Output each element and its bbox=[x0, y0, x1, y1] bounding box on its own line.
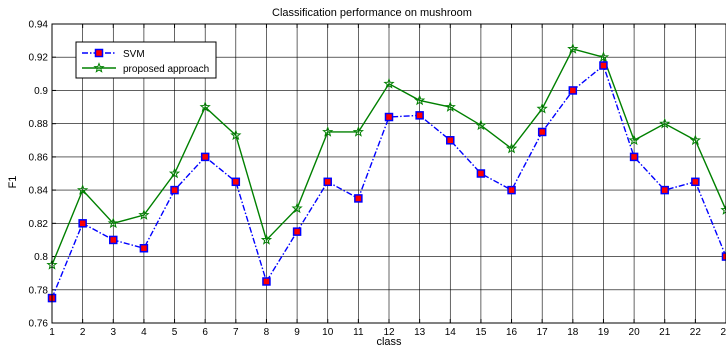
y-tick-label: 0.88 bbox=[29, 119, 49, 130]
svm-point bbox=[262, 277, 271, 286]
svm-point bbox=[384, 112, 394, 122]
x-tick-label: 23 bbox=[720, 327, 726, 338]
legend-proposed-label: proposed approach bbox=[123, 64, 209, 75]
svm-point bbox=[507, 185, 516, 195]
legend-proposed-marker bbox=[93, 62, 105, 73]
proposed-point bbox=[230, 129, 242, 141]
axis-ticks: 12345678910111213141516171819202122230.7… bbox=[29, 20, 726, 338]
proposed-point bbox=[444, 101, 456, 112]
plot-frame bbox=[51, 23, 726, 324]
x-tick-label: 12 bbox=[383, 327, 395, 338]
proposed-point bbox=[567, 43, 579, 54]
x-tick-label: 11 bbox=[353, 327, 364, 338]
x-tick-label: 22 bbox=[690, 327, 702, 338]
y-tick-label: 0.92 bbox=[29, 53, 49, 64]
chart-title: Classification performance on mushroom bbox=[272, 7, 472, 19]
x-tick-label: 19 bbox=[598, 327, 610, 338]
y-tick-label: 0.8 bbox=[34, 252, 48, 263]
proposed-point bbox=[260, 234, 273, 245]
y-tick-label: 0.94 bbox=[29, 20, 49, 31]
x-tick-label: 17 bbox=[537, 327, 549, 338]
legend-svm-label: SVM bbox=[123, 49, 145, 60]
proposed-point bbox=[689, 134, 701, 146]
x-tick-label: 14 bbox=[445, 327, 457, 338]
series-line-proposed bbox=[51, 48, 726, 266]
svm-point bbox=[599, 61, 608, 70]
svm-point bbox=[568, 86, 578, 95]
plot-series bbox=[46, 43, 726, 303]
svm-point bbox=[537, 127, 547, 137]
svm-point bbox=[200, 152, 210, 162]
svm-point bbox=[354, 194, 363, 203]
x-tick-label: 3 bbox=[110, 327, 116, 338]
proposed-point bbox=[720, 204, 726, 215]
y-tick-label: 0.76 bbox=[29, 319, 49, 330]
svm-point bbox=[476, 169, 486, 178]
svm-point bbox=[721, 252, 726, 261]
proposed-point bbox=[628, 134, 640, 146]
legend-box bbox=[75, 41, 217, 79]
x-tick-label: 8 bbox=[264, 327, 270, 338]
y-tick-label: 0.86 bbox=[29, 152, 49, 163]
proposed-point bbox=[168, 167, 181, 179]
x-tick-label: 13 bbox=[414, 327, 426, 338]
svm-point bbox=[629, 152, 639, 162]
proposed-point bbox=[352, 126, 364, 137]
svm-point bbox=[109, 235, 118, 245]
x-tick-label: 4 bbox=[141, 327, 147, 338]
svm-point bbox=[323, 177, 332, 187]
svm-point bbox=[691, 177, 700, 187]
y-tick-label: 0.84 bbox=[29, 186, 49, 197]
legend-svm-marker bbox=[94, 48, 104, 58]
x-tick-label: 6 bbox=[202, 327, 208, 338]
proposed-point bbox=[414, 94, 426, 106]
x-tick-label: 9 bbox=[294, 327, 300, 338]
x-tick-label: 15 bbox=[475, 327, 487, 338]
y-tick-label: 0.9 bbox=[34, 86, 48, 97]
x-tick-label: 2 bbox=[80, 327, 86, 338]
proposed-point bbox=[322, 126, 334, 137]
svm-point bbox=[446, 136, 455, 145]
y-tick-label: 0.82 bbox=[29, 219, 49, 230]
proposed-point bbox=[659, 117, 671, 129]
proposed-point bbox=[383, 77, 395, 89]
proposed-point bbox=[199, 101, 211, 112]
proposed-point bbox=[138, 209, 150, 220]
x-tick-label: 20 bbox=[629, 327, 641, 338]
svm-point bbox=[231, 177, 241, 187]
svm-point bbox=[139, 244, 149, 253]
proposed-point bbox=[77, 184, 89, 195]
x-axis-label: class bbox=[376, 336, 402, 348]
proposed-point bbox=[597, 51, 610, 63]
svm-point bbox=[292, 227, 302, 236]
proposed-point bbox=[505, 142, 518, 154]
svm-point bbox=[660, 185, 669, 195]
proposed-point bbox=[107, 217, 119, 229]
proposed-point bbox=[291, 202, 303, 214]
x-tick-label: 7 bbox=[233, 327, 239, 338]
x-tick-label: 5 bbox=[172, 327, 178, 338]
x-tick-label: 1 bbox=[49, 327, 55, 338]
svm-point bbox=[170, 185, 179, 195]
x-tick-label: 10 bbox=[322, 327, 334, 338]
svm-point bbox=[415, 111, 424, 120]
y-axis-label: F1 bbox=[7, 176, 19, 189]
proposed-point bbox=[475, 119, 487, 131]
y-tick-label: 0.78 bbox=[29, 285, 49, 296]
svm-point bbox=[78, 219, 87, 228]
proposed-point bbox=[536, 102, 548, 114]
legend: SVM proposed approach bbox=[75, 41, 217, 79]
x-tick-label: 16 bbox=[506, 327, 518, 338]
x-tick-label: 21 bbox=[659, 327, 671, 338]
x-tick-label: 18 bbox=[567, 327, 579, 338]
